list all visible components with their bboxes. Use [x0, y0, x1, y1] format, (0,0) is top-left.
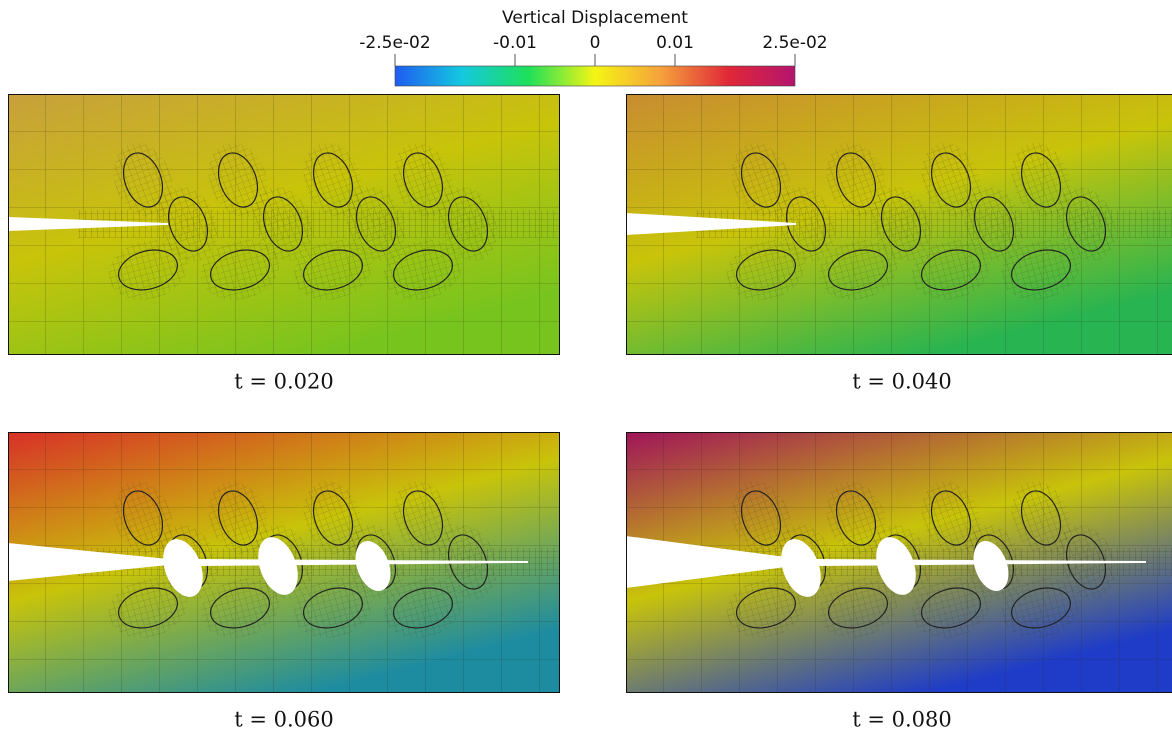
colorbar-tick-label: -0.01 — [493, 33, 537, 53]
panel-caption: t = 0.040 — [852, 370, 952, 394]
colorbar — [395, 66, 795, 86]
colorbar-tick-label: 0.01 — [656, 33, 694, 53]
panel — [626, 432, 1172, 693]
panel — [626, 94, 1172, 355]
figure: Vertical Displacement -2.5e-02 -0.01 0 0.01… — [0, 0, 1172, 733]
colorbar-title: Vertical Displacement — [502, 8, 688, 28]
panel — [8, 94, 560, 355]
panel-caption: t = 0.080 — [852, 708, 952, 732]
colorbar-tick-label: -2.5e-02 — [359, 33, 430, 53]
panel-caption: t = 0.060 — [234, 708, 334, 732]
panel — [8, 432, 560, 693]
colorbar-tick-label: 2.5e-02 — [762, 33, 827, 53]
panel-caption: t = 0.020 — [234, 370, 334, 394]
colorbar-tick-label: 0 — [590, 33, 601, 53]
